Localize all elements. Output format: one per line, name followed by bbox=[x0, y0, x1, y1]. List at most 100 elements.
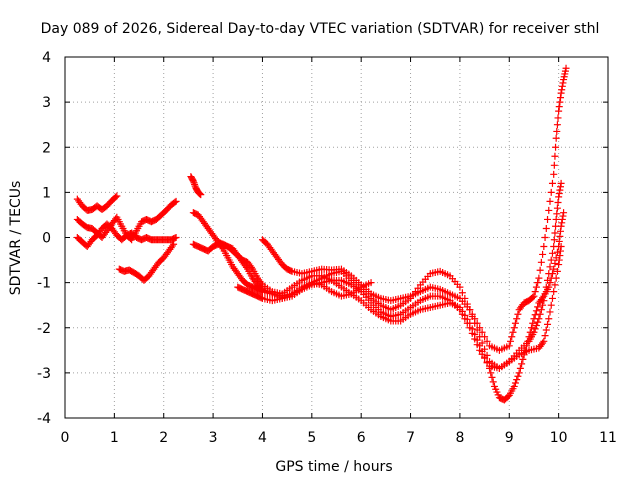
data-point-marker bbox=[487, 369, 495, 377]
data-point-marker bbox=[242, 263, 250, 271]
data-point-marker bbox=[551, 259, 559, 267]
data-point-marker bbox=[559, 79, 567, 87]
x-tick-label: 6 bbox=[357, 430, 366, 446]
y-tick-label: -4 bbox=[37, 411, 51, 427]
data-point-marker bbox=[553, 248, 561, 256]
y-tick-label: -2 bbox=[37, 321, 51, 337]
data-point-marker bbox=[552, 134, 560, 142]
data-point-marker bbox=[550, 236, 558, 244]
data-point-marker bbox=[537, 258, 545, 266]
data-point-marker bbox=[511, 319, 519, 327]
data-point-marker bbox=[514, 372, 522, 380]
x-tick-label: 8 bbox=[455, 430, 464, 446]
data-point-marker bbox=[550, 243, 558, 251]
data-point-marker bbox=[553, 121, 561, 129]
series-track-8 bbox=[214, 179, 565, 372]
data-point-marker bbox=[461, 311, 469, 319]
data-point-marker bbox=[552, 222, 560, 230]
data-point-marker bbox=[544, 215, 552, 223]
y-axis-label: SDTVAR / TECUs bbox=[8, 181, 24, 296]
data-point-marker bbox=[486, 364, 494, 372]
data-point-marker bbox=[557, 89, 565, 97]
data-point-marker bbox=[552, 254, 560, 262]
data-point-marker bbox=[555, 107, 563, 115]
data-point-marker bbox=[556, 227, 564, 235]
data-point-marker bbox=[555, 193, 563, 201]
data-point-marker bbox=[530, 292, 538, 300]
x-tick-label: 4 bbox=[258, 430, 267, 446]
data-point-marker bbox=[555, 103, 563, 111]
data-point-marker bbox=[547, 188, 555, 196]
data-point-marker bbox=[547, 256, 555, 264]
chart-title: Day 089 of 2026, Sidereal Day-to-day VTE… bbox=[41, 21, 600, 37]
tick-labels: 0 1 2 3 4 5 6 7 8 9 10 11 -4 -3 -2 -1 0 1 2 3 4 bbox=[37, 50, 617, 446]
data-point-marker bbox=[539, 301, 547, 309]
data-point-marker bbox=[516, 364, 524, 372]
data-point-marker bbox=[550, 288, 558, 296]
data-point-marker bbox=[471, 315, 479, 323]
data-point-marker bbox=[535, 274, 543, 282]
data-point-marker bbox=[542, 326, 550, 334]
data-point-marker bbox=[548, 179, 556, 187]
data-point-marker bbox=[556, 98, 564, 106]
data-point-marker bbox=[509, 328, 517, 336]
series-track-9 bbox=[258, 64, 570, 354]
data-point-marker bbox=[534, 303, 542, 311]
data-point-marker bbox=[550, 170, 558, 178]
x-tick-label: 2 bbox=[159, 430, 168, 446]
data-point-marker bbox=[483, 337, 491, 345]
data-point-marker bbox=[481, 333, 489, 341]
data-point-marker bbox=[540, 243, 548, 251]
data-point-marker bbox=[513, 376, 521, 384]
data-point-marker bbox=[552, 143, 560, 151]
data-point-marker bbox=[468, 325, 476, 333]
data-point-marker bbox=[476, 324, 484, 332]
data-point-marker bbox=[489, 378, 497, 386]
data-point-marker bbox=[488, 373, 496, 381]
data-point-marker bbox=[556, 232, 564, 240]
data-point-marker bbox=[478, 339, 486, 347]
data-point-marker bbox=[550, 265, 558, 273]
data-point-marker bbox=[556, 247, 564, 255]
data-point-marker bbox=[553, 204, 561, 212]
series-track-2 bbox=[73, 197, 180, 244]
data-point-marker bbox=[513, 315, 521, 323]
data-point-marker bbox=[168, 242, 176, 250]
data-point-marker bbox=[542, 283, 550, 291]
data-point-marker bbox=[466, 306, 474, 314]
data-point-marker bbox=[556, 183, 564, 191]
data-point-marker bbox=[550, 161, 558, 169]
data-point-marker bbox=[171, 198, 179, 206]
data-point-marker bbox=[562, 64, 570, 72]
y-tick-label: 0 bbox=[42, 231, 51, 247]
data-point-marker bbox=[535, 315, 543, 323]
x-tick-label: 1 bbox=[110, 430, 119, 446]
data-point-marker bbox=[197, 191, 205, 199]
data-point-marker bbox=[551, 152, 559, 160]
y-tick-label: -1 bbox=[37, 276, 51, 292]
data-point-marker bbox=[519, 355, 527, 363]
data-point-marker bbox=[537, 306, 545, 314]
x-tick-label: 10 bbox=[550, 430, 568, 446]
x-tick-label: 3 bbox=[209, 430, 218, 446]
data-point-marker bbox=[456, 303, 464, 311]
data-point-marker bbox=[541, 290, 549, 298]
data-point-marker bbox=[531, 325, 539, 333]
data-point-marker bbox=[552, 215, 560, 223]
data-point-marker bbox=[527, 324, 535, 332]
data-point-marker bbox=[529, 293, 537, 301]
data-point-marker bbox=[545, 270, 553, 278]
series-track-10 bbox=[234, 279, 375, 305]
data-point-marker bbox=[557, 179, 565, 187]
data-point-marker bbox=[190, 179, 198, 187]
data-point-marker bbox=[518, 360, 526, 368]
data-point-marker bbox=[558, 82, 566, 90]
data-point-marker bbox=[558, 86, 566, 94]
data-point-marker bbox=[463, 315, 471, 323]
data-point-marker bbox=[520, 351, 528, 359]
data-point-marker bbox=[532, 307, 540, 315]
data-point-marker bbox=[367, 279, 375, 287]
data-point-marker bbox=[556, 186, 564, 194]
data-point-marker bbox=[544, 276, 552, 284]
data-point-marker bbox=[534, 279, 542, 287]
